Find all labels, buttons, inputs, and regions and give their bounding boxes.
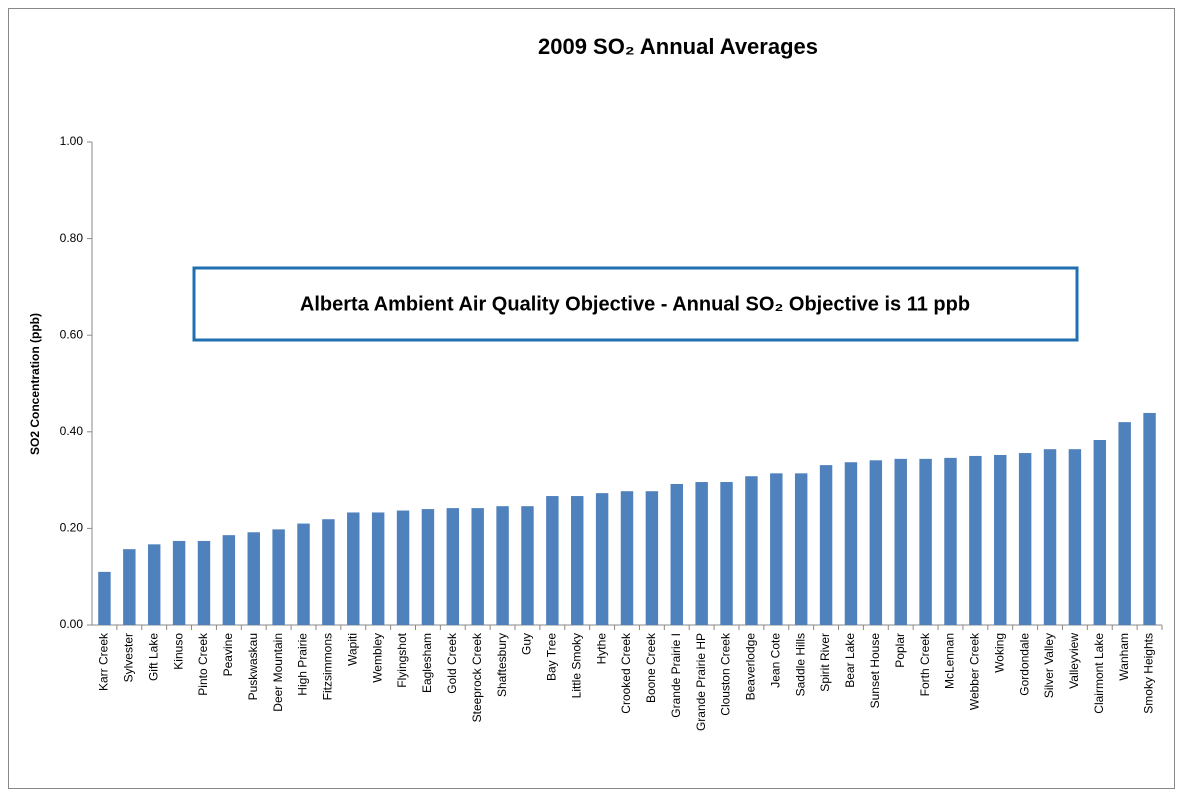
x-tick-label: Gift Lake — [146, 633, 160, 681]
bar — [371, 512, 385, 625]
x-tick-label: Clairmont Lake — [1092, 633, 1106, 714]
bar — [869, 460, 883, 625]
x-tick-label: Clouston Creek — [719, 632, 733, 716]
bar — [595, 493, 609, 625]
bar — [197, 540, 211, 625]
bar — [123, 549, 136, 625]
annotation: Alberta Ambient Air Quality Objective - … — [300, 293, 970, 315]
bar — [272, 529, 285, 625]
bar — [720, 482, 733, 625]
bar — [819, 465, 833, 625]
y-tick-label: 0.00 — [60, 617, 84, 631]
x-tick-label: Wapiti — [345, 633, 359, 666]
bar — [794, 473, 808, 625]
x-tick-label: Gold Creek — [445, 632, 459, 694]
bar — [745, 476, 758, 625]
bar — [446, 508, 460, 625]
bar — [670, 483, 683, 625]
x-tick-label: Wanham — [1117, 633, 1131, 681]
x-tick-label: Spirit River — [818, 633, 832, 692]
x-tick-label: Guy — [520, 633, 534, 655]
chart-frame — [8, 8, 1175, 789]
x-tick-label: Hythe — [594, 633, 608, 665]
x-tick-label: Woking — [992, 633, 1006, 673]
y-tick-label: 1.00 — [60, 134, 84, 148]
x-tick-label: Beaverlodge — [744, 633, 758, 701]
bar — [421, 509, 435, 625]
bar — [496, 506, 509, 625]
bar — [297, 523, 310, 625]
x-tick-label: Deer Mountain — [271, 633, 285, 712]
x-tick-label: Bear Lake — [843, 633, 857, 688]
bar — [521, 506, 534, 625]
x-tick-label: Silver Valley — [1042, 633, 1056, 698]
x-tick-label: Sunset House — [868, 633, 882, 709]
bar — [222, 535, 236, 625]
x-tick-label: Forth Creek — [918, 632, 932, 696]
x-tick-label: Crooked Creek — [619, 632, 633, 714]
bar — [1018, 453, 1032, 625]
bar — [347, 512, 360, 625]
bar — [571, 496, 584, 625]
y-tick-label: 0.20 — [60, 521, 84, 535]
x-tick-label: Wembley — [370, 633, 384, 683]
x-tick-label: Gordondale — [1017, 633, 1031, 696]
x-tick-label: Shaftesbury — [495, 633, 509, 697]
x-tick-label: Boone Creek — [644, 632, 658, 703]
bar — [1043, 449, 1057, 625]
x-tick-label: Poplar — [893, 633, 907, 668]
bar — [98, 571, 111, 625]
bar — [247, 532, 260, 625]
x-tick-label: Grande Prairie I — [669, 633, 683, 718]
bar — [1143, 412, 1156, 625]
bar — [645, 491, 659, 625]
y-tick-label: 0.80 — [60, 231, 84, 245]
bar — [894, 458, 907, 625]
x-tick-label: Valleyview — [1067, 633, 1081, 689]
annotation-box — [192, 266, 1079, 342]
bar — [994, 454, 1007, 625]
x-tick-label: McLennan — [943, 633, 957, 689]
x-tick-label: Peavine — [221, 633, 235, 677]
bar — [695, 482, 708, 625]
x-tick-label: Pinto Creek — [196, 632, 210, 696]
bar — [172, 540, 186, 625]
x-tick-label: Eaglesham — [420, 633, 434, 693]
bar — [969, 455, 982, 625]
x-tick-label: Flyingshot — [395, 632, 409, 687]
x-tick-label: Little Smoky — [569, 633, 583, 698]
bar — [770, 473, 783, 625]
bar — [1093, 440, 1107, 625]
x-tick-label: Smoky Heights — [1142, 633, 1156, 714]
x-tick-label: Webber Creek — [968, 632, 982, 710]
bar — [1118, 422, 1131, 625]
x-tick-label: Kinuso — [171, 633, 185, 670]
x-tick-label: Bay Tree — [545, 633, 559, 681]
bar — [844, 462, 858, 625]
bar — [944, 457, 957, 625]
x-tick-label: Sylvester — [121, 633, 135, 682]
x-tick-label: Puskwaskau — [246, 633, 260, 700]
x-tick-label: Karr Creek — [97, 632, 111, 691]
y-axis-label: SO2 Concentration (ppb) — [28, 313, 42, 455]
chart-title: 2009 SO₂ Annual Averages — [538, 34, 818, 59]
y-tick-label: 0.60 — [60, 327, 84, 341]
bar — [620, 491, 634, 625]
x-tick-label: Steeprock Creek — [470, 632, 484, 722]
x-tick-label: Fitzsimmons — [321, 633, 335, 700]
x-tick-label: Grande Prairie HP — [694, 633, 708, 731]
x-tick-label: High Prairie — [296, 633, 310, 696]
x-tick-label: Saddle Hills — [793, 633, 807, 696]
bar — [147, 544, 161, 625]
bar — [322, 519, 335, 625]
bar — [919, 458, 932, 625]
y-tick-label: 0.40 — [60, 424, 84, 438]
bar — [1068, 449, 1082, 625]
bar — [471, 508, 484, 625]
bar — [396, 510, 410, 625]
bar — [546, 496, 559, 625]
x-tick-label: Jean Cote — [768, 633, 782, 688]
